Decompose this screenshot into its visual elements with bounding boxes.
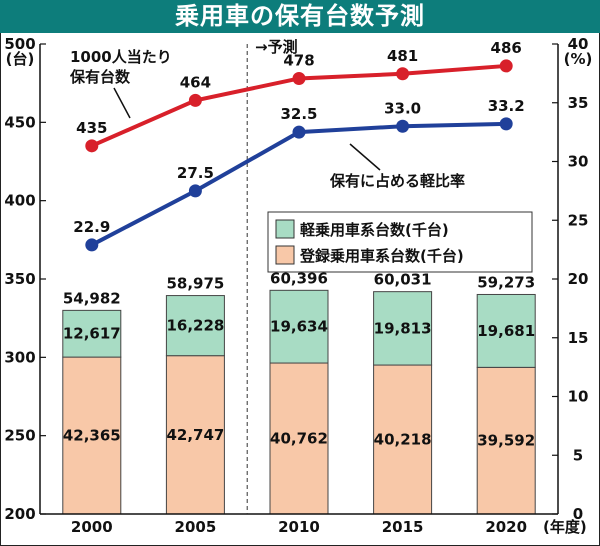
left-tick-500: 500 (4, 35, 35, 53)
label-per-1000-2005: 464 (180, 73, 211, 91)
label-share-2005: 27.5 (177, 164, 214, 182)
right-tick-20: 20 (568, 270, 589, 288)
point-share-2015 (396, 119, 410, 133)
legend-swatch-registered (275, 245, 295, 265)
label-share-2020: 33.2 (488, 97, 525, 115)
label-registered-2015: 40,218 (374, 431, 432, 449)
bar-registered-2000 (62, 356, 122, 515)
bars-layer (62, 289, 536, 515)
label-total-2015: 60,031 (374, 271, 432, 289)
right-axis-unit-label: (%) (564, 50, 593, 68)
bar-registered-2010 (269, 362, 329, 515)
axes-layer: 2000 2005 2010 2015 202050045040035030025020… (4, 35, 588, 536)
left-axis-unit-label: (台) (6, 50, 35, 68)
point-share-2010 (292, 125, 306, 139)
x-tick-2000: 2000 (71, 518, 113, 536)
bar-light-2015 (373, 291, 433, 366)
label-light-2015: 19,813 (374, 319, 432, 337)
label-per-1000-2020: 486 (491, 39, 522, 57)
forecast-label: →予測 (255, 38, 298, 56)
left-tick-300: 300 (4, 348, 35, 366)
point-per-1000-2020 (499, 59, 513, 73)
x-tick-2005: 2005 (175, 518, 217, 536)
per-1000-leader-line (113, 87, 131, 119)
right-tick-25: 25 (568, 211, 589, 229)
label-registered-2000: 42,365 (63, 427, 121, 445)
right-tick-0: 0 (573, 505, 583, 523)
x-tick-2020: 2020 (485, 518, 527, 536)
legend-box (267, 211, 533, 273)
label-registered-2020: 39,592 (477, 432, 535, 450)
label-light-2005: 16,228 (166, 317, 224, 335)
right-tick-30: 30 (568, 153, 589, 171)
label-registered-2005: 42,747 (166, 426, 224, 444)
legend-swatch-light (275, 219, 295, 239)
point-share-2000 (85, 238, 99, 252)
legend-label-light: 軽乗用車系台数(千台) (300, 221, 449, 239)
left-tick-200: 200 (4, 505, 35, 523)
point-per-1000-2010 (292, 71, 306, 85)
label-per-1000-2000: 435 (76, 119, 107, 137)
point-share-2020 (499, 117, 513, 131)
label-per-1000-2010: 478 (283, 51, 314, 69)
title-banner (0, 0, 600, 33)
share-leader-line (349, 143, 381, 171)
label-per-1000-2015: 481 (387, 47, 418, 65)
label-registered-2010: 40,762 (270, 430, 328, 448)
right-tick-15: 15 (568, 329, 589, 347)
right-tick-5: 5 (573, 446, 583, 464)
label-total-2005: 58,975 (166, 275, 224, 293)
left-tick-250: 250 (4, 427, 35, 445)
bar-registered-2020 (476, 366, 536, 515)
label-light-2020: 19,681 (477, 322, 535, 340)
lines-layer (85, 59, 513, 252)
x-axis-unit-label: (年度) (543, 518, 587, 536)
label-share-2000: 22.9 (73, 218, 110, 236)
chart-title: 乗用車の保有台数予測 (175, 2, 425, 30)
label-share-2015: 33.0 (384, 99, 421, 117)
point-per-1000-2000 (85, 139, 99, 153)
point-share-2005 (188, 184, 202, 198)
left-tick-350: 350 (4, 270, 35, 288)
right-tick-40: 40 (568, 35, 589, 53)
label-light-2010: 19,634 (270, 318, 328, 336)
per-1000-annotation-line1: 1000人当たり (70, 48, 172, 66)
left-tick-400: 400 (4, 192, 35, 210)
bar-light-2010 (269, 289, 329, 364)
legend: 軽乗用車系台数(千台) 登録乗用車系台数(千台) (267, 211, 533, 273)
left-tick-450: 450 (4, 113, 35, 131)
label-light-2000: 12,617 (63, 325, 121, 343)
right-tick-35: 35 (568, 94, 589, 112)
share-annotation: 保有に占める軽比率 (329, 172, 465, 190)
label-total-2010: 60,396 (270, 269, 328, 287)
legend-label-registered: 登録乗用車系台数(千台) (299, 247, 464, 265)
bar-light-2005 (165, 295, 225, 357)
point-per-1000-2015 (396, 67, 410, 81)
bar-registered-2015 (373, 364, 433, 515)
labels-layer: 42,365 12,617 54,982 42,747 16,228 58,975 40,7… (63, 39, 535, 450)
per-1000-annotation-line2: 保有台数 (69, 68, 131, 86)
x-tick-2010: 2010 (278, 518, 320, 536)
bar-light-2020 (476, 293, 536, 368)
x-tick-2015: 2015 (382, 518, 424, 536)
label-total-2000: 54,982 (63, 289, 121, 307)
bar-light-2000 (62, 309, 122, 358)
label-total-2020: 59,273 (477, 273, 535, 291)
right-tick-10: 10 (568, 388, 589, 406)
label-share-2010: 32.5 (280, 105, 317, 123)
point-per-1000-2005 (188, 93, 202, 107)
